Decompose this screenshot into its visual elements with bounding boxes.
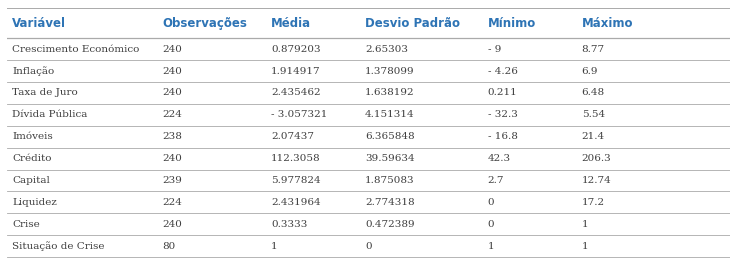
Text: 1.914917: 1.914917 <box>271 67 321 76</box>
Text: 5.977824: 5.977824 <box>271 176 321 185</box>
Text: 1.378099: 1.378099 <box>365 67 414 76</box>
Text: Desvio Padrão: Desvio Padrão <box>365 17 460 30</box>
Text: 0: 0 <box>365 242 371 251</box>
Text: Média: Média <box>271 17 311 30</box>
Text: 239: 239 <box>163 176 183 185</box>
Text: 80: 80 <box>163 242 176 251</box>
Text: 12.74: 12.74 <box>581 176 611 185</box>
Text: 39.59634: 39.59634 <box>365 154 414 163</box>
Text: 238: 238 <box>163 132 183 141</box>
Text: 240: 240 <box>163 45 183 54</box>
Text: Crédito: Crédito <box>13 154 52 163</box>
Text: 240: 240 <box>163 89 183 97</box>
Text: Dívida Pública: Dívida Pública <box>13 110 88 119</box>
Text: Máximo: Máximo <box>581 17 633 30</box>
Text: 0: 0 <box>488 220 495 229</box>
Text: Capital: Capital <box>13 176 50 185</box>
Text: 6.365848: 6.365848 <box>365 132 414 141</box>
Text: 224: 224 <box>163 198 183 207</box>
Text: 1.875083: 1.875083 <box>365 176 414 185</box>
Text: 6.48: 6.48 <box>581 89 604 97</box>
Text: 240: 240 <box>163 220 183 229</box>
Text: 0.3333: 0.3333 <box>271 220 307 229</box>
Text: - 3.057321: - 3.057321 <box>271 110 327 119</box>
Text: 206.3: 206.3 <box>581 154 611 163</box>
Text: 8.77: 8.77 <box>581 45 604 54</box>
Text: 21.4: 21.4 <box>581 132 604 141</box>
Text: 0.879203: 0.879203 <box>271 45 321 54</box>
Text: 4.151314: 4.151314 <box>365 110 414 119</box>
Text: 17.2: 17.2 <box>581 198 604 207</box>
Text: - 16.8: - 16.8 <box>488 132 517 141</box>
Text: 0: 0 <box>488 198 495 207</box>
Text: 0.211: 0.211 <box>488 89 517 97</box>
Text: Observações: Observações <box>163 17 248 30</box>
Text: 6.9: 6.9 <box>581 67 598 76</box>
Text: Crise: Crise <box>13 220 41 229</box>
Text: Liquidez: Liquidez <box>13 198 57 207</box>
Text: Situação de Crise: Situação de Crise <box>13 241 105 251</box>
Text: 240: 240 <box>163 154 183 163</box>
Text: 2.65303: 2.65303 <box>365 45 408 54</box>
Text: Inflação: Inflação <box>13 66 55 76</box>
Text: 0.472389: 0.472389 <box>365 220 414 229</box>
Text: 2.431964: 2.431964 <box>271 198 321 207</box>
Text: 224: 224 <box>163 110 183 119</box>
Text: - 9: - 9 <box>488 45 501 54</box>
Text: 2.774318: 2.774318 <box>365 198 414 207</box>
Text: Crescimento Económico: Crescimento Económico <box>13 45 140 54</box>
Text: 42.3: 42.3 <box>488 154 511 163</box>
Text: 2.435462: 2.435462 <box>271 89 321 97</box>
Text: 1: 1 <box>271 242 278 251</box>
Text: 1: 1 <box>488 242 495 251</box>
Text: - 32.3: - 32.3 <box>488 110 517 119</box>
Text: 1: 1 <box>581 220 588 229</box>
Text: Mínimo: Mínimo <box>488 17 536 30</box>
Text: 240: 240 <box>163 67 183 76</box>
Text: 5.54: 5.54 <box>581 110 604 119</box>
Text: Taxa de Juro: Taxa de Juro <box>13 89 78 97</box>
Text: 112.3058: 112.3058 <box>271 154 321 163</box>
Text: Variável: Variável <box>13 17 66 30</box>
Text: - 4.26: - 4.26 <box>488 67 517 76</box>
Text: 1: 1 <box>581 242 588 251</box>
Text: 2.7: 2.7 <box>488 176 504 185</box>
Text: 2.07437: 2.07437 <box>271 132 314 141</box>
Text: 1.638192: 1.638192 <box>365 89 414 97</box>
Text: Imóveis: Imóveis <box>13 132 53 141</box>
